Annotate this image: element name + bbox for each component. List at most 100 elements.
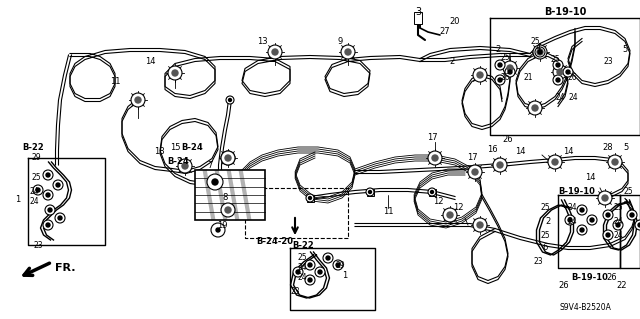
Circle shape (577, 205, 587, 215)
Text: 24: 24 (568, 93, 578, 102)
Circle shape (606, 213, 610, 217)
Text: 24: 24 (30, 197, 40, 206)
Circle shape (548, 155, 562, 169)
Circle shape (563, 67, 573, 77)
Text: 2: 2 (495, 46, 500, 55)
Circle shape (528, 101, 542, 115)
Text: 14: 14 (563, 147, 573, 157)
Circle shape (537, 49, 543, 55)
Text: 24: 24 (613, 231, 623, 240)
Circle shape (495, 60, 505, 70)
Text: 23: 23 (33, 241, 43, 249)
Circle shape (428, 151, 442, 165)
Text: B-19-10: B-19-10 (544, 7, 586, 17)
Circle shape (553, 65, 567, 79)
Text: 26: 26 (502, 136, 513, 145)
Circle shape (293, 267, 303, 277)
Circle shape (580, 208, 584, 212)
Circle shape (613, 220, 623, 230)
Text: 19: 19 (217, 220, 227, 229)
Text: 6: 6 (542, 243, 548, 253)
Circle shape (341, 45, 355, 59)
Circle shape (638, 223, 640, 227)
Text: B-24: B-24 (181, 144, 203, 152)
Circle shape (308, 263, 312, 267)
Text: 24: 24 (567, 204, 577, 212)
Circle shape (606, 233, 610, 237)
Text: 24: 24 (297, 273, 307, 283)
Text: 25: 25 (500, 54, 510, 63)
Circle shape (627, 210, 637, 220)
Text: 21: 21 (524, 73, 532, 83)
Circle shape (56, 183, 60, 187)
Text: 14: 14 (515, 147, 525, 157)
Bar (367, 189, 374, 196)
Circle shape (590, 218, 594, 222)
Circle shape (468, 165, 482, 179)
Text: 24: 24 (297, 263, 307, 272)
Text: 12: 12 (452, 204, 463, 212)
Circle shape (306, 194, 314, 202)
Circle shape (53, 180, 63, 190)
Text: 23: 23 (290, 287, 300, 296)
Text: 17: 17 (427, 133, 437, 143)
Text: 28: 28 (603, 144, 613, 152)
Circle shape (216, 228, 220, 232)
Text: 26: 26 (567, 73, 577, 83)
Text: S9V4-B2520A: S9V4-B2520A (560, 303, 612, 313)
Text: 9: 9 (337, 38, 342, 47)
Circle shape (228, 99, 232, 101)
Circle shape (43, 190, 53, 200)
Text: 20: 20 (450, 18, 460, 26)
Circle shape (36, 188, 40, 192)
Circle shape (207, 174, 223, 190)
Circle shape (556, 63, 560, 67)
Text: 2: 2 (545, 218, 550, 226)
Circle shape (305, 260, 315, 270)
Circle shape (532, 105, 538, 111)
Circle shape (635, 220, 640, 230)
Circle shape (221, 151, 235, 165)
Circle shape (326, 256, 330, 260)
Circle shape (616, 223, 620, 227)
Circle shape (473, 218, 487, 232)
Circle shape (58, 216, 62, 220)
Circle shape (345, 49, 351, 55)
Text: 15: 15 (170, 144, 180, 152)
Text: 25: 25 (623, 188, 633, 197)
Circle shape (221, 151, 235, 165)
Circle shape (495, 75, 505, 85)
Text: 7: 7 (207, 160, 212, 169)
Circle shape (308, 197, 312, 199)
Circle shape (552, 159, 558, 165)
Circle shape (473, 68, 487, 82)
Circle shape (318, 270, 322, 274)
Bar (414, 12, 422, 24)
Circle shape (443, 208, 457, 222)
Text: 5: 5 (622, 46, 628, 55)
Text: 1: 1 (342, 271, 348, 279)
Text: B-19-10: B-19-10 (558, 188, 595, 197)
Circle shape (507, 65, 513, 71)
Text: 23: 23 (533, 257, 543, 266)
Circle shape (587, 215, 597, 225)
Circle shape (46, 193, 50, 197)
Circle shape (566, 70, 570, 74)
Circle shape (538, 50, 542, 54)
Text: 29: 29 (32, 153, 42, 162)
Text: 22: 22 (617, 280, 627, 290)
Circle shape (508, 70, 512, 74)
Text: 24: 24 (30, 188, 40, 197)
Text: 25: 25 (297, 254, 307, 263)
Circle shape (477, 72, 483, 78)
Text: 14: 14 (585, 174, 595, 182)
Circle shape (498, 78, 502, 82)
Circle shape (268, 45, 282, 59)
Text: 26: 26 (500, 73, 510, 83)
Circle shape (225, 155, 231, 161)
Circle shape (447, 212, 453, 218)
Text: 17: 17 (467, 153, 477, 162)
Circle shape (580, 228, 584, 232)
Text: B-22: B-22 (292, 241, 314, 249)
Circle shape (369, 190, 371, 194)
